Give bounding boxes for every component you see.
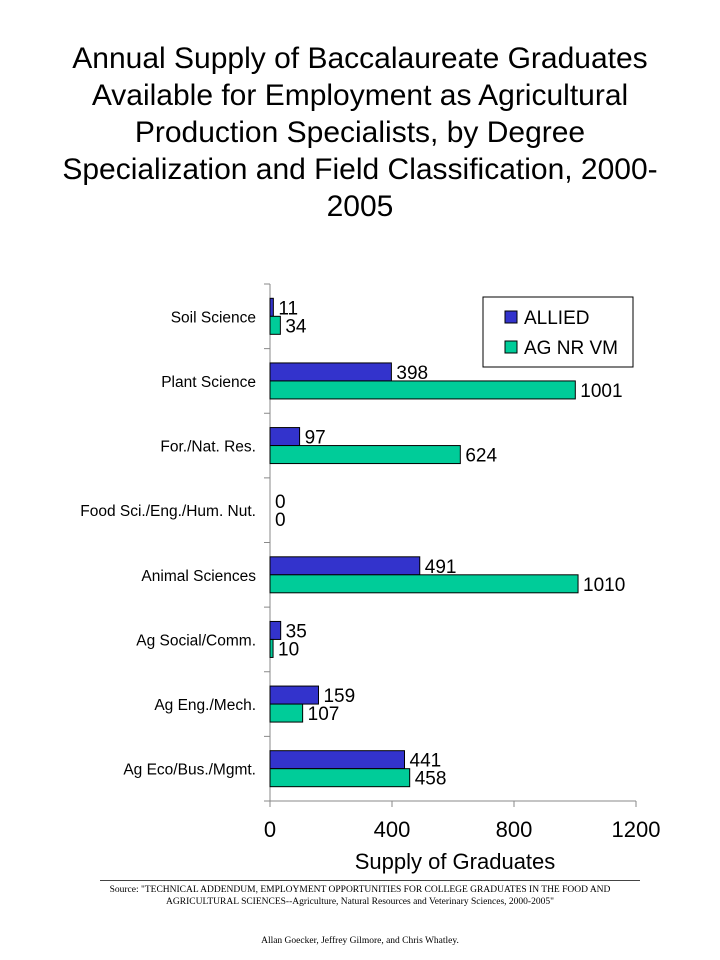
data-label: 34 [285, 316, 307, 337]
category-label: For./Nat. Res. [160, 439, 256, 456]
category-label: Ag Eng./Mech. [154, 697, 256, 714]
data-label: 398 [396, 363, 428, 384]
chart-labels: 0 400 800 1200 Supply of Graduates Soil Scien… [80, 298, 660, 874]
legend-label: AG NR VM [524, 338, 618, 359]
category-label: Food Sci./Eng./Hum. Nut. [80, 503, 256, 520]
legend-box [482, 296, 634, 368]
chart-title: Annual Supply of Baccalaureate Graduates… [62, 42, 658, 223]
footer-divider [100, 880, 640, 881]
legend-swatch [504, 340, 518, 354]
bar-ag-nr-vm [269, 768, 411, 788]
bar-ag-nr-vm [269, 703, 304, 723]
x-axis-label: Supply of Graduates [355, 849, 556, 874]
data-label: 491 [425, 557, 457, 578]
data-label: 1010 [583, 575, 625, 596]
category-label: Plant Science [161, 374, 256, 391]
bar-ag-nr-vm [269, 380, 576, 400]
data-label: 458 [415, 769, 447, 790]
bar-allied [269, 556, 421, 576]
x-tick-label: 800 [496, 817, 533, 842]
data-label: 0 [275, 492, 286, 513]
legend-swatch [504, 310, 518, 324]
data-label: 441 [410, 751, 442, 772]
category-label: Animal Sciences [141, 568, 256, 585]
category-label: Soil Science [171, 309, 256, 326]
data-label: 97 [305, 428, 326, 449]
x-tick-label: 400 [374, 817, 411, 842]
data-label: 1001 [580, 381, 622, 402]
legend-label: ALLIED [524, 308, 589, 329]
bar-allied [269, 750, 406, 770]
data-label: 107 [308, 704, 340, 725]
chart-legend: ALLIED AG NR VM [482, 296, 634, 368]
bar-allied [269, 685, 319, 705]
data-label: 10 [278, 639, 299, 660]
category-label: Ag Eco/Bus./Mgmt. [123, 762, 256, 779]
bar-allied [269, 362, 392, 382]
data-label: 11 [278, 298, 298, 319]
bar-ag-nr-vm [269, 574, 579, 594]
data-label: 35 [286, 621, 307, 642]
bar-ag-nr-vm [269, 445, 461, 465]
author-credit: Allan Goecker, Jeffrey Gilmore, and Chri… [261, 936, 459, 946]
category-label: Ag Social/Comm. [136, 632, 256, 649]
data-label: 624 [465, 446, 497, 467]
bar-ag-nr-vm [269, 638, 274, 658]
bar-allied [269, 427, 301, 447]
bar-allied [269, 620, 282, 640]
data-label: 159 [323, 686, 355, 707]
bar-allied [269, 297, 274, 317]
source-citation: Source: "TECHNICAL ADDENDUM, EMPLOYMENT … [109, 885, 611, 907]
data-label: 0 [275, 510, 286, 531]
x-tick-label: 1200 [612, 817, 661, 842]
x-tick-label: 0 [264, 817, 276, 842]
bar-chart: 0 400 800 1200 Supply of Graduates Soil Scien… [80, 283, 660, 874]
bar-ag-nr-vm [269, 315, 281, 335]
chart-bars [269, 297, 579, 788]
